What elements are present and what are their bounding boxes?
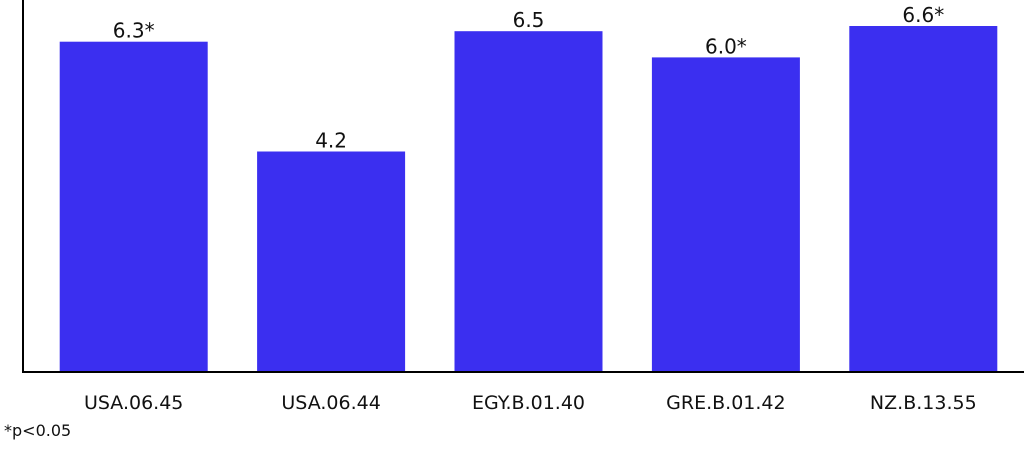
- bars-group: [59, 26, 998, 372]
- value-label-USA.06.45: 6.3*: [113, 19, 155, 43]
- x-tick-label-GRE.B.01.42: GRE.B.01.42: [666, 392, 785, 414]
- value-label-NZ.B.13.55: 6.6*: [902, 3, 944, 27]
- value-label-EGY.B.01.40: 6.5: [513, 8, 545, 32]
- x-tick-label-NZ.B.13.55: NZ.B.13.55: [870, 392, 977, 414]
- bar-GRE.B.01.42: [651, 57, 800, 372]
- bar-EGY.B.01.40: [454, 31, 603, 371]
- value-label-GRE.B.01.42: 6.0*: [705, 34, 747, 58]
- axes-group: [22, 0, 1024, 373]
- bar-NZ.B.13.55: [849, 26, 998, 371]
- x-tick-label-EGY.B.01.40: EGY.B.01.40: [472, 392, 585, 414]
- x-tick-labels-group: USA.06.45 USA.06.44 EGY.B.01.40 GRE.B.01.42…: [84, 392, 977, 414]
- bar-USA.06.44: [257, 151, 406, 371]
- value-labels-group: 6.3* 4.2 6.5 6.0* 6.6*: [113, 3, 944, 153]
- x-tick-label-USA.06.44: USA.06.44: [281, 392, 380, 414]
- significance-footnote: *p<0.05: [4, 421, 72, 440]
- value-label-USA.06.44: 4.2: [315, 129, 347, 153]
- x-tick-label-USA.06.45: USA.06.45: [84, 392, 183, 414]
- bar-USA.06.45: [59, 41, 208, 371]
